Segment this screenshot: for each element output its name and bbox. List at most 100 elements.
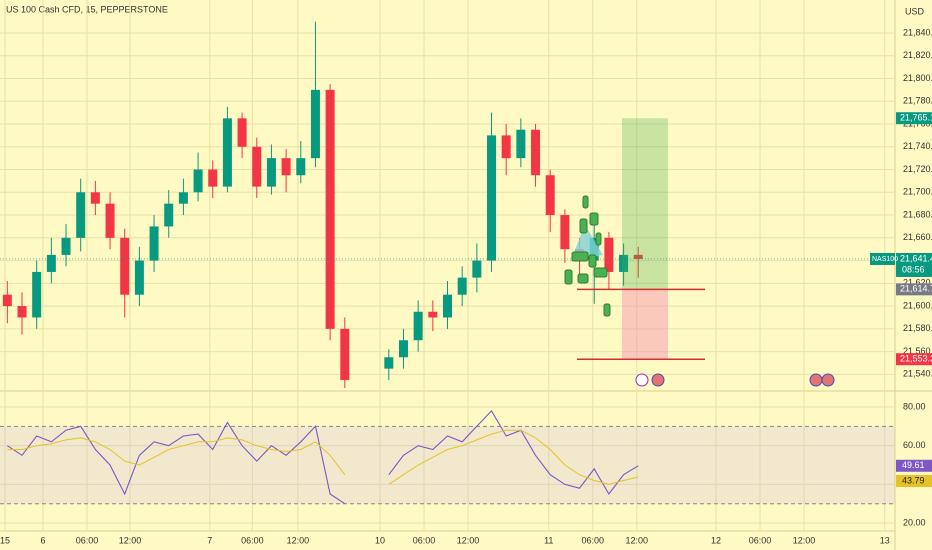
x-tick-label: 7 [207, 535, 212, 545]
rsi-line [6, 409, 639, 505]
x-tick-label: 11 [544, 535, 553, 545]
candle-body [134, 260, 144, 295]
x-tick-label: 6 [40, 535, 45, 545]
candle-body [296, 158, 306, 176]
x-tick-label: 12:00 [119, 535, 142, 545]
x-tick-label: 12 [711, 535, 721, 545]
y-tick-label: 21,840.0 [903, 27, 932, 37]
candle-body [178, 192, 188, 204]
x-tick-label: 12:00 [287, 535, 310, 545]
candle-body [487, 135, 497, 261]
candle-body [281, 158, 291, 176]
y-tick-label: 21,700.0 [903, 187, 932, 197]
entry-label: 21,614.7 [900, 284, 932, 294]
candle-body [310, 89, 320, 159]
candle-body [266, 158, 276, 187]
entry-label-bg [896, 283, 932, 296]
target-label: 21,765.1 [900, 113, 932, 123]
candle-body [604, 237, 614, 272]
candle-body [105, 203, 115, 238]
candle-body [61, 237, 71, 255]
candle-body [560, 215, 570, 250]
y-tick-label: 21,740.0 [903, 141, 932, 151]
candle-body [237, 118, 247, 147]
y-tick-label: 21,800.0 [903, 73, 932, 83]
candle-body [32, 271, 42, 318]
x-tick-label: 06:00 [581, 535, 604, 545]
y-tick-label: 20.00 [903, 517, 926, 527]
candle-body [384, 357, 394, 369]
rsi-value-label: 49.61 [902, 460, 925, 470]
y-tick-label: 21,660.0 [903, 232, 932, 242]
candle-body [17, 306, 27, 318]
rsi-value-bg [896, 459, 932, 472]
stop-label-bg [896, 353, 932, 366]
rsi-band [0, 426, 895, 504]
candle-body [428, 311, 438, 318]
current-label-bg [896, 252, 932, 277]
candle-body [443, 294, 452, 318]
candle-body [208, 169, 218, 187]
candle-body [516, 129, 526, 159]
x-tick-label: 13 [880, 535, 890, 545]
countdown: 08:56 [902, 264, 925, 274]
candle-body [2, 294, 12, 307]
candle-body [531, 129, 541, 176]
candle-body [545, 175, 555, 216]
candle-body [457, 277, 467, 295]
candle-body [413, 311, 423, 341]
y-tick-label: 21,600.0 [903, 300, 932, 310]
y-tick-label: 21,780.0 [903, 96, 932, 106]
candle-body [619, 254, 629, 272]
x-tick-label: 06:00 [413, 535, 436, 545]
candle-body [193, 169, 203, 193]
y-tick-label: 80.00 [903, 401, 926, 411]
event-icons [635, 373, 835, 387]
x-tick-label: 12:00 [457, 535, 480, 545]
candle-body [76, 192, 86, 238]
y-tick-label: 60.00 [903, 440, 926, 450]
candle-body [472, 260, 482, 278]
candle-body [633, 254, 643, 259]
candle-body [120, 237, 130, 295]
y-tick-label: 21,720.0 [903, 164, 932, 174]
rsi-value-bg [896, 475, 932, 488]
rsi-line [7, 429, 639, 485]
candle-body [398, 340, 408, 358]
x-tick-label: 12:00 [793, 535, 816, 545]
x-tick-label: 15 [0, 535, 10, 545]
rsi-value-label: 43.79 [902, 475, 925, 485]
profit-zone [622, 118, 668, 290]
y-tick-label: 21,820.0 [903, 50, 932, 60]
y-tick-label: 21,580.0 [903, 323, 932, 333]
x-tick-label: 10 [375, 535, 385, 545]
currency: USD [905, 6, 925, 16]
x-tick-label: 12:00 [626, 535, 649, 545]
candle-body [222, 118, 232, 187]
candle-body [46, 254, 56, 272]
y-tick-label: 21,680.0 [903, 209, 932, 219]
x-tick-label: 06:00 [76, 535, 99, 545]
x-tick-label: 06:00 [749, 535, 772, 545]
candle-body [90, 192, 100, 204]
candle-body [149, 226, 159, 261]
y-tick-label: 21,540.0 [903, 369, 932, 379]
y-tick-label: 21,560.0 [903, 346, 932, 356]
symbol-tag: NAS100 [872, 256, 898, 263]
y-tick-label: 21,620.0 [903, 278, 932, 288]
stop-label: 21,553.3 [900, 354, 932, 364]
symbol-tag-bg [870, 252, 895, 265]
x-tick-label: 06:00 [241, 535, 264, 545]
candle-body [252, 146, 262, 187]
candle-body [325, 89, 335, 329]
candle-body [501, 135, 511, 159]
loss-zone [622, 289, 668, 360]
current-label: 21,641.4 [900, 253, 932, 263]
hand-drawings [564, 195, 611, 317]
target-label-bg [896, 112, 932, 125]
candle-body [164, 203, 174, 227]
